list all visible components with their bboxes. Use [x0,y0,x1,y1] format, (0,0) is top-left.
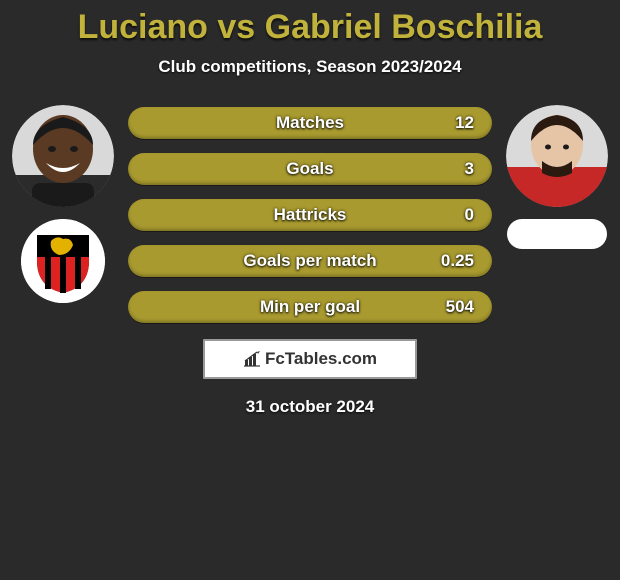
subtitle: Club competitions, Season 2023/2024 [0,57,620,77]
stat-bar: Goals per match 0.25 [128,245,492,277]
stat-value: 12 [455,113,474,133]
stat-label: Matches [276,113,344,133]
stat-bar: Goals 3 [128,153,492,185]
left-club-crest [21,219,105,303]
stat-value: 504 [446,297,474,317]
right-player-avatar [506,105,608,207]
stat-value: 0.25 [441,251,474,271]
page-title: Luciano vs Gabriel Boschilia [0,8,620,47]
right-player-column [502,105,612,249]
stat-bars: Matches 12 Goals 3 Hattricks 0 Goals per match… [118,107,502,323]
left-player-column [8,105,118,303]
source-badge: FcTables.com [203,339,417,379]
bar-chart-icon [243,351,261,367]
stat-label: Min per goal [260,297,360,317]
left-player-avatar [12,105,114,207]
stat-value: 3 [465,159,474,179]
comparison-card: Luciano vs Gabriel Boschilia Club compet… [0,0,620,417]
right-club-crest-blank [507,219,607,249]
stat-bar: Matches 12 [128,107,492,139]
stat-label: Goals per match [243,251,376,271]
stat-bar: Hattricks 0 [128,199,492,231]
snapshot-date: 31 october 2024 [0,397,620,417]
stat-label: Hattricks [274,205,347,225]
source-brand-text: FcTables.com [265,349,377,369]
stat-bar: Min per goal 504 [128,291,492,323]
stat-label: Goals [286,159,333,179]
main-row: Matches 12 Goals 3 Hattricks 0 Goals per match… [0,105,620,323]
stat-value: 0 [465,205,474,225]
